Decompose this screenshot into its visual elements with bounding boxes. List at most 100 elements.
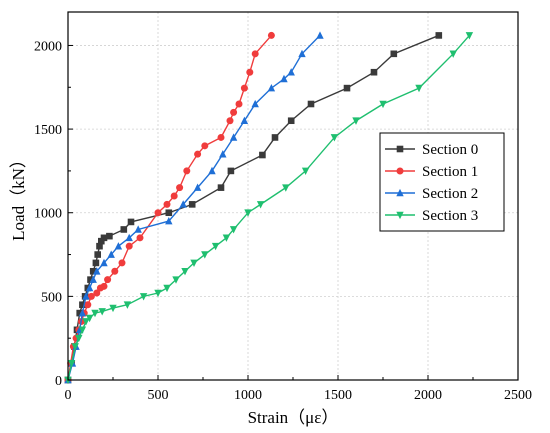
data-point: [193, 183, 202, 191]
data-point: [246, 68, 254, 76]
data-point: [96, 242, 103, 250]
data-point: [78, 308, 87, 317]
data-point: [201, 142, 209, 150]
data-point: [89, 267, 97, 275]
data-point: [465, 32, 474, 40]
legend-swatch-marker: [396, 211, 404, 220]
data-point: [163, 200, 171, 208]
data-point: [256, 201, 265, 209]
data-point: [111, 267, 119, 275]
series-3: [64, 32, 474, 385]
data-point: [165, 216, 173, 225]
data-point: [307, 100, 315, 108]
legend: Section 0 Section 1 Section 2 Section 3: [379, 132, 505, 232]
data-point: [78, 326, 87, 334]
legend-item: Section 0: [385, 142, 478, 158]
series-2: [64, 31, 324, 384]
data-point: [181, 267, 189, 276]
data-point: [230, 108, 238, 116]
data-point: [301, 167, 310, 176]
data-point: [343, 84, 351, 92]
y-tick-label: 2000: [34, 39, 62, 54]
data-point: [282, 184, 290, 192]
series-line: [67, 34, 321, 381]
data-point: [370, 68, 378, 76]
data-point: [219, 150, 227, 158]
legend-item: Section 1: [385, 164, 478, 180]
y-axis-title: Load（kN）: [9, 151, 28, 241]
legend-item: Section 2: [385, 186, 478, 202]
data-point: [109, 304, 117, 313]
data-point: [71, 343, 79, 351]
data-point: [87, 276, 94, 283]
data-point: [98, 237, 105, 245]
data-point: [87, 292, 95, 300]
legend-swatch-marker: [396, 167, 404, 175]
legend-swatch-marker: [396, 145, 404, 153]
data-point: [107, 250, 115, 258]
y-tick-label: 1500: [34, 123, 62, 138]
data-point: [94, 251, 101, 258]
data-point: [114, 242, 123, 250]
data-point: [176, 184, 184, 192]
y-tick-label: 500: [41, 290, 62, 305]
data-point: [267, 84, 276, 92]
data-point: [104, 276, 112, 284]
data-point: [298, 49, 306, 58]
data-point: [89, 275, 97, 283]
data-point: [217, 184, 225, 191]
data-point: [134, 225, 142, 233]
data-point: [287, 68, 295, 76]
x-tick-label: 2500: [504, 388, 532, 403]
data-point: [125, 233, 133, 242]
data-point: [82, 292, 90, 300]
data-point: [183, 167, 191, 175]
data-point: [76, 309, 83, 317]
data-point: [316, 31, 324, 39]
data-point: [154, 289, 162, 298]
data-point: [251, 99, 259, 108]
x-tick-label: 1000: [234, 388, 262, 403]
data-point: [93, 289, 101, 297]
data-point: [244, 209, 252, 217]
x-tick-label: 500: [148, 388, 169, 403]
data-point: [136, 234, 144, 242]
data-point: [222, 234, 231, 242]
axis-ticks: 0 500 1000 1500 2000 2500 0 500 1000 1500 2000: [34, 39, 532, 403]
legend-label: Section 2: [422, 186, 478, 202]
data-point: [125, 242, 133, 250]
x-tick-label: 0: [65, 388, 72, 403]
x-tick-label: 2000: [414, 388, 442, 403]
data-point: [163, 284, 171, 293]
data-point: [79, 301, 86, 309]
data-point: [271, 134, 279, 141]
series-1: [64, 31, 275, 384]
data-point: [154, 209, 162, 217]
legend-item: Section 3: [385, 208, 478, 224]
data-point: [67, 359, 76, 368]
data-point: [235, 100, 243, 108]
legend-swatch-marker: [396, 188, 404, 197]
data-point: [91, 309, 99, 318]
data-point: [194, 150, 202, 158]
y-tick-label: 0: [55, 374, 62, 389]
data-point: [229, 133, 238, 141]
data-point: [85, 314, 94, 323]
data-point: [280, 74, 288, 83]
data-point: [123, 301, 132, 309]
data-point: [208, 166, 216, 175]
data-point: [190, 259, 198, 268]
data-point: [165, 209, 173, 217]
data-point: [98, 308, 106, 316]
data-point: [139, 293, 148, 301]
data-point: [240, 116, 249, 125]
legend-label: Section 1: [422, 164, 478, 180]
data-point: [100, 234, 108, 242]
data-point: [201, 251, 209, 259]
data-point: [229, 226, 238, 234]
data-point: [330, 134, 339, 142]
data-point: [379, 100, 387, 109]
data-point: [75, 334, 83, 343]
data-point: [415, 84, 423, 93]
